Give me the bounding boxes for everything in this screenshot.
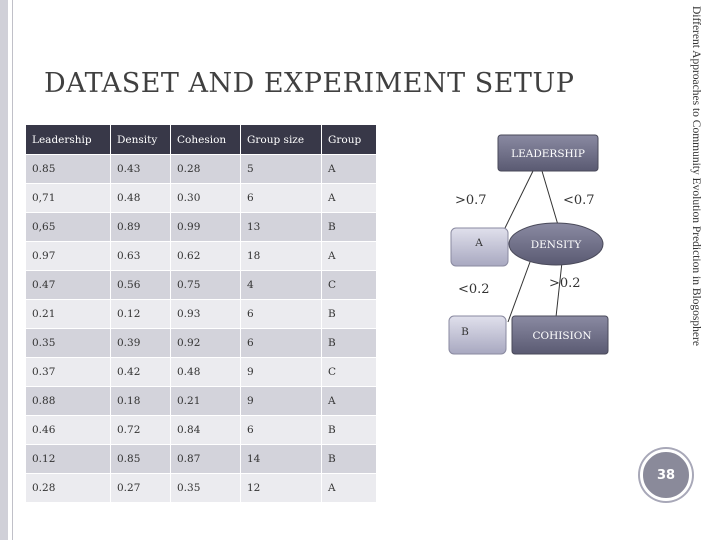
table-cell: 0.99	[170, 212, 241, 242]
table-cell: 0.88	[25, 386, 111, 416]
node-density	[508, 222, 604, 266]
table-cell: 9	[240, 357, 322, 387]
table-cell: A	[321, 183, 377, 213]
table-cell: A	[321, 386, 377, 416]
table-cell: 6	[240, 415, 322, 445]
table-cell: 0,71	[25, 183, 111, 213]
node-leadership-label: LEADERSHIP	[511, 148, 585, 160]
node-leadership	[497, 134, 599, 172]
leaf-a	[450, 227, 509, 267]
table-cell: B	[321, 444, 377, 474]
edge-density-cohision	[555, 261, 563, 318]
table-cell: 18	[240, 241, 322, 271]
table-cell: 0.84	[170, 415, 241, 445]
leaf-b-label: B	[461, 326, 469, 338]
table-cell: B	[321, 415, 377, 445]
table-cell: 0.30	[170, 183, 241, 213]
table-cell: 13	[240, 212, 322, 242]
left-decor-bar	[0, 0, 8, 540]
node-density-label: DENSITY	[531, 239, 583, 251]
table-row: 0.21 0.12 0.93 6 B	[25, 299, 377, 329]
table-cell: 0.12	[110, 299, 171, 329]
table-cell: 0.47	[25, 270, 111, 300]
table-row: 0.88 0.18 0.21 9 A	[25, 386, 377, 416]
table-cell: 0.21	[25, 299, 111, 329]
table-cell: 0.35	[170, 473, 241, 503]
table-cell: 0.42	[110, 357, 171, 387]
table-cell: B	[321, 299, 377, 329]
edge-leadership-a	[504, 170, 534, 229]
table-cell: 0.18	[110, 386, 171, 416]
table-row: 0.46 0.72 0.84 6 B	[25, 415, 377, 445]
table-cell: 0.87	[170, 444, 241, 474]
edge-label-lt-02: <0.2	[458, 282, 490, 297]
header-cell: Cohesion	[170, 124, 241, 155]
table-cell: 9	[240, 386, 322, 416]
table-cell: 0.75	[170, 270, 241, 300]
table-cell: 0,65	[25, 212, 111, 242]
table-cell: 0.92	[170, 328, 241, 358]
table-cell: 0.89	[110, 212, 171, 242]
node-cohision	[511, 315, 609, 355]
table-cell: 0.72	[110, 415, 171, 445]
table-cell: C	[321, 357, 377, 387]
table-row: 0.37 0.42 0.48 9 C	[25, 357, 377, 387]
node-cohision-label: COHISION	[532, 330, 591, 342]
table-cell: 0.93	[170, 299, 241, 329]
header-cell: Density	[110, 124, 171, 155]
table-cell: 6	[240, 299, 322, 329]
table-cell: 0.21	[170, 386, 241, 416]
table-row: 0.47 0.56 0.75 4 C	[25, 270, 377, 300]
table-cell: 5	[240, 154, 322, 184]
edge-density-b	[507, 261, 531, 323]
table-row: 0,65 0.89 0.99 13 B	[25, 212, 377, 242]
left-decor-line	[12, 0, 13, 540]
table-cell: 0.28	[170, 154, 241, 184]
table-cell: 0.48	[110, 183, 171, 213]
edge-label-lt-07: <0.7	[563, 193, 595, 208]
table-cell: 0.39	[110, 328, 171, 358]
table-cell: 0.62	[170, 241, 241, 271]
table-cell: 6	[240, 328, 322, 358]
header-cell: Group size	[240, 124, 322, 155]
table-cell: C	[321, 270, 377, 300]
table-cell: 0.27	[110, 473, 171, 503]
table-cell: 14	[240, 444, 322, 474]
table-row: 0,71 0.48 0.30 6 A	[25, 183, 377, 213]
table-cell: 0.43	[110, 154, 171, 184]
table-cell: 0.97	[25, 241, 111, 271]
table-cell: 0.12	[25, 444, 111, 474]
edge-label-gt-02: >0.2	[549, 276, 581, 291]
header-cell: Group	[321, 124, 377, 155]
table-cell: B	[321, 328, 377, 358]
table-cell: A	[321, 473, 377, 503]
header-cell: Leadership	[25, 124, 111, 155]
leaf-b	[448, 315, 507, 355]
dataset-table: Leadership Density Cohesion Group size G…	[25, 124, 377, 503]
table-cell: 0.46	[25, 415, 111, 445]
table-body: 0.85 0.43 0.28 5 A 0,71 0.48 0.30 6 A 0,65 0.89 0.99…	[25, 154, 377, 503]
table-cell: 0.37	[25, 357, 111, 387]
table-cell: 4	[240, 270, 322, 300]
edge-label-gt-07: >0.7	[455, 193, 487, 208]
edge-leadership-density	[541, 170, 559, 226]
slide-title: DATASET AND EXPERIMENT SETUP	[44, 68, 575, 99]
page-number-badge: 38	[640, 449, 692, 501]
table-row: 0.12 0.85 0.87 14 B	[25, 444, 377, 474]
table-cell: 0.85	[110, 444, 171, 474]
table-cell: 12	[240, 473, 322, 503]
table-cell: 6	[240, 183, 322, 213]
table-cell: 0.48	[170, 357, 241, 387]
table-header-row: Leadership Density Cohesion Group size G…	[25, 124, 377, 155]
table-cell: 0.35	[25, 328, 111, 358]
table-cell: 0.56	[110, 270, 171, 300]
table-row: 0.35 0.39 0.92 6 B	[25, 328, 377, 358]
table-cell: B	[321, 212, 377, 242]
table-cell: 0.28	[25, 473, 111, 503]
table-row: 0.28 0.27 0.35 12 A	[25, 473, 377, 503]
presentation-subtitle: Different Approaches to Community Evolut…	[690, 6, 702, 346]
leaf-a-label: A	[474, 237, 483, 249]
